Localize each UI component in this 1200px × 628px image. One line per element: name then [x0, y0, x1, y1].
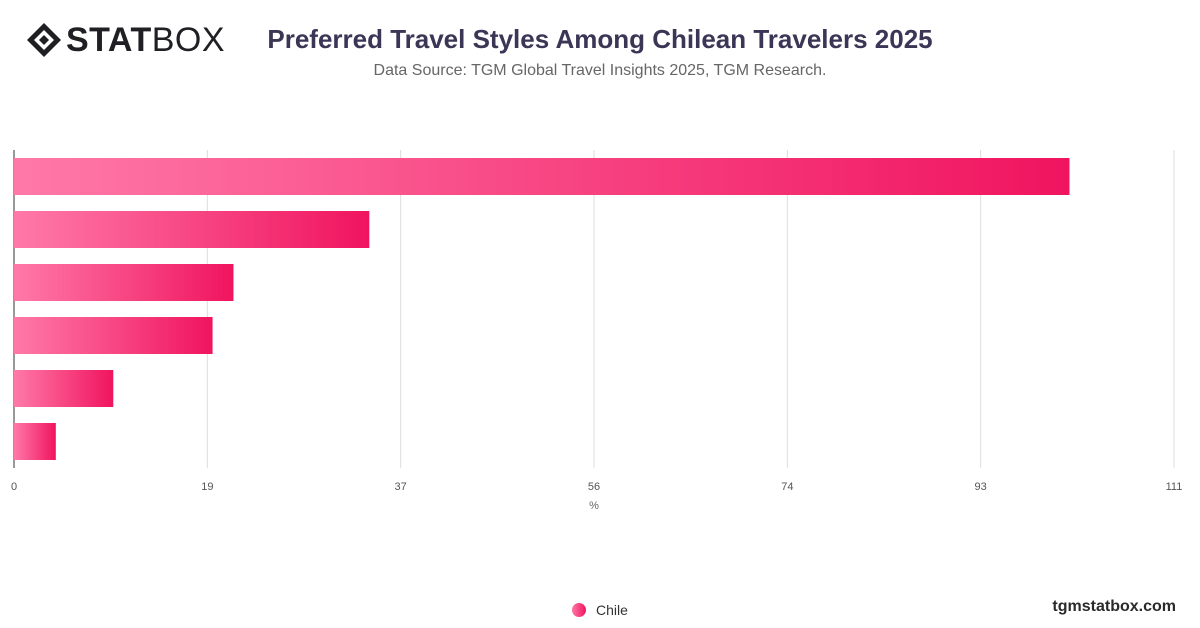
legend-label: Chile: [596, 602, 628, 618]
bar[interactable]: [14, 423, 56, 460]
x-axis-label: %: [589, 500, 599, 512]
bar[interactable]: [14, 370, 114, 407]
x-tick-label: 111: [1166, 481, 1183, 493]
statbox-diamond-icon: [27, 23, 61, 57]
bar[interactable]: [14, 264, 234, 301]
x-tick-label: 74: [781, 481, 793, 493]
legend-swatch: [572, 603, 586, 617]
site-url[interactable]: tgmstatbox.com: [1052, 598, 1176, 615]
x-tick-label: 56: [588, 481, 600, 493]
bar[interactable]: [14, 158, 1070, 195]
bar[interactable]: [14, 211, 370, 248]
chart-subtitle: Data Source: TGM Global Travel Insights …: [373, 62, 827, 79]
logo-wordmark: STATBOX: [66, 22, 225, 58]
legend[interactable]: Chile: [572, 602, 628, 618]
x-tick-label: 93: [975, 481, 987, 493]
logo-light: BOX: [151, 21, 226, 59]
chart-title: Preferred Travel Styles Among Chilean Tr…: [267, 24, 933, 54]
x-tick-label: 37: [395, 481, 407, 493]
statbox-logo: STATBOX: [26, 22, 225, 58]
x-tick-label: 19: [201, 481, 213, 493]
logo-bold: STAT: [66, 21, 152, 59]
x-tick-label: 0: [11, 481, 17, 493]
bar[interactable]: [14, 317, 213, 354]
